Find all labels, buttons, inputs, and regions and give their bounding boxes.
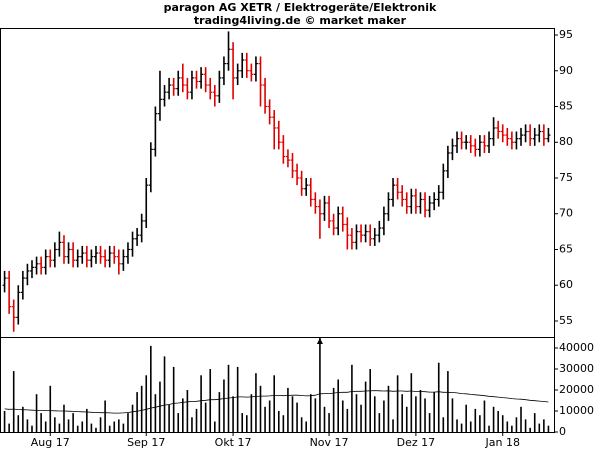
- x-tick-label: Dez 17: [397, 436, 436, 449]
- y-tick-label: 30000: [559, 362, 594, 375]
- chart-subtitle: trading4living.de © market maker: [194, 14, 407, 27]
- price-panel: [0, 28, 555, 338]
- clip-arrow: [316, 338, 323, 344]
- y-tick-label: 10000: [559, 404, 594, 417]
- chart-title: paragon AG XETR / Elektrogeräte/Elektron…: [164, 1, 437, 14]
- y-tick-label: 70: [559, 207, 573, 220]
- y-tick-label: 90: [559, 64, 573, 77]
- x-tick-label: Jan 18: [485, 436, 520, 449]
- y-tick-label: 85: [559, 100, 573, 113]
- y-tick-label: 60: [559, 278, 573, 291]
- x-tick-label: Sep 17: [127, 436, 165, 449]
- volume-panel: [0, 337, 555, 433]
- x-tick-label: Okt 17: [215, 436, 252, 449]
- y-tick-label: 80: [559, 135, 573, 148]
- y-tick-label: 55: [559, 314, 573, 327]
- y-tick-label: 65: [559, 242, 573, 255]
- x-tick-label: Aug 17: [31, 436, 70, 449]
- moving-average: [4, 390, 549, 414]
- y-tick-label: 75: [559, 171, 573, 184]
- y-tick-label: 0: [559, 425, 566, 438]
- y-tick-label: 20000: [559, 383, 594, 396]
- x-tick-label: Nov 17: [310, 436, 349, 449]
- y-tick-label: 95: [559, 28, 573, 41]
- y-tick-label: 40000: [559, 341, 594, 354]
